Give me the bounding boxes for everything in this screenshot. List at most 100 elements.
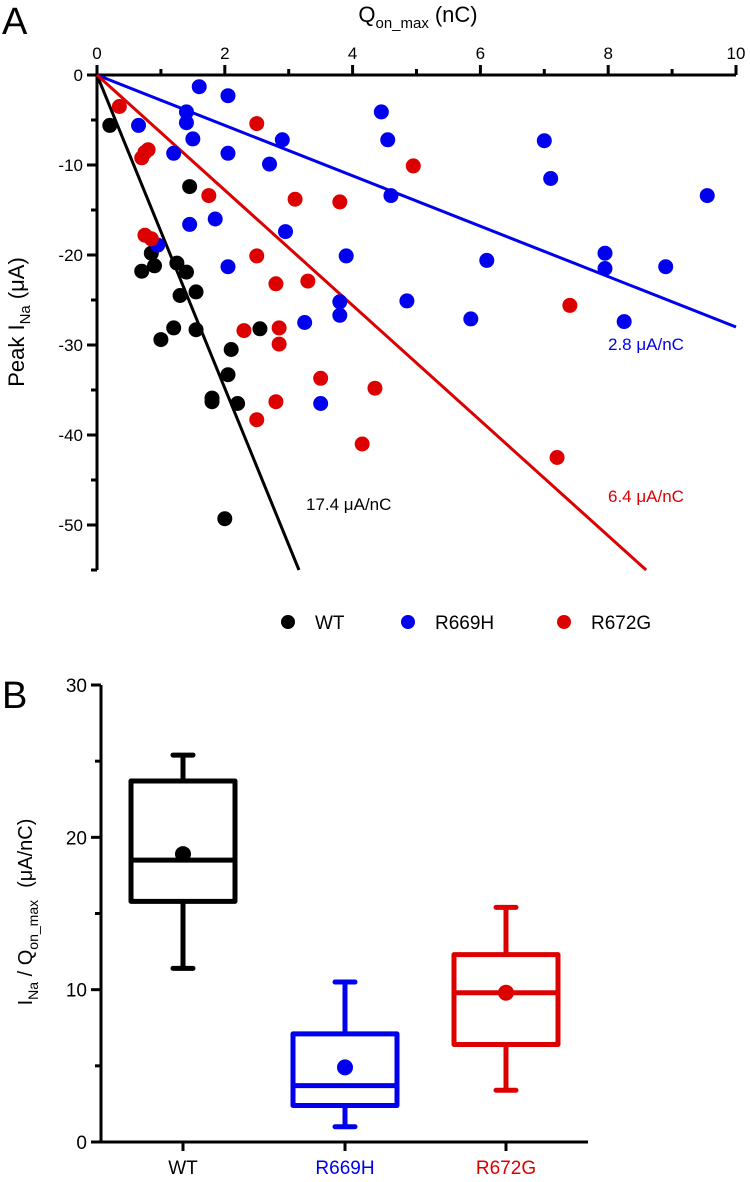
data-point-r672g bbox=[249, 116, 265, 132]
data-point-wt bbox=[134, 263, 150, 279]
mean-marker bbox=[498, 984, 514, 1001]
y-tick-label: -20 bbox=[58, 246, 83, 265]
y-tick-label: -50 bbox=[58, 516, 83, 535]
data-point-r672g bbox=[111, 99, 127, 114]
data-point-r672g bbox=[354, 436, 370, 452]
data-point-r672g bbox=[268, 276, 284, 292]
data-point-r672g bbox=[332, 194, 348, 210]
data-point-r669h bbox=[131, 117, 147, 133]
data-point-r672g bbox=[549, 450, 565, 465]
data-point-r669h bbox=[543, 171, 559, 186]
data-point-wt bbox=[252, 321, 268, 337]
x-tick-label-wt: WT bbox=[168, 1158, 198, 1179]
y-tick-label-b: 0 bbox=[76, 1133, 87, 1154]
data-points bbox=[102, 79, 715, 527]
data-point-r669h bbox=[297, 315, 313, 330]
data-point-r672g bbox=[405, 158, 421, 174]
data-point-r672g bbox=[249, 412, 265, 428]
y-tick-label: 0 bbox=[74, 66, 83, 85]
data-point-r672g bbox=[143, 231, 159, 247]
x-axis-title-unit: (nC) bbox=[435, 2, 478, 27]
legend-label-r669h: R669H bbox=[435, 613, 494, 634]
data-point-r669h bbox=[313, 396, 329, 411]
panel-a-label: A bbox=[2, 1, 28, 43]
legend-marker-r669h bbox=[401, 615, 415, 629]
x-axis-title-main: Q bbox=[358, 2, 375, 27]
legend-item-wt: WT bbox=[281, 613, 345, 634]
data-point-wt bbox=[172, 288, 188, 303]
y-tick-label-b: 20 bbox=[66, 828, 87, 849]
y-axis-title-main: Peak I bbox=[4, 324, 29, 386]
data-point-wt bbox=[217, 511, 233, 527]
fit-line-r669h bbox=[96, 73, 737, 329]
data-point-r672g bbox=[201, 188, 217, 204]
y-tick-label-b: 30 bbox=[66, 676, 87, 697]
data-point-wt bbox=[223, 342, 239, 357]
y-axis-title-sub: Na bbox=[17, 305, 34, 325]
box-iqr bbox=[451, 952, 561, 1048]
y-tick-label: -40 bbox=[58, 426, 83, 445]
y-tick-label-b: 10 bbox=[66, 981, 87, 1002]
y-axis-title-b-na: Na bbox=[25, 982, 41, 1000]
data-point-r669h bbox=[373, 104, 389, 120]
fit-label-wt: 17.4 μA/nC bbox=[306, 495, 391, 514]
legend: WT R669H R672G bbox=[281, 613, 651, 634]
data-point-r669h bbox=[332, 294, 348, 310]
data-point-wt bbox=[230, 396, 246, 411]
data-point-r672g bbox=[236, 323, 252, 339]
y-axis-title-b-onmax: on_max bbox=[25, 900, 41, 950]
fit-line-r672g bbox=[95, 73, 648, 572]
data-point-wt bbox=[147, 258, 163, 274]
data-point-r672g bbox=[271, 320, 287, 336]
y-axis-title-b-q: / Q bbox=[15, 950, 37, 982]
legend-label-wt: WT bbox=[315, 613, 345, 634]
axes: 0 2 4 6 8 10 0 -10 -20 -30 -40 -50 bbox=[58, 44, 746, 572]
x-tick-label: 8 bbox=[603, 44, 612, 63]
data-point-wt bbox=[102, 117, 118, 133]
legend-marker-wt bbox=[281, 615, 295, 629]
data-point-r669h bbox=[383, 188, 399, 204]
y-tick-label: -30 bbox=[58, 336, 83, 355]
y-tick-label: -10 bbox=[58, 156, 83, 175]
box-r672g bbox=[451, 904, 561, 1093]
data-point-r669h bbox=[274, 132, 290, 148]
data-point-wt bbox=[166, 320, 182, 336]
legend-label-r672g: R672G bbox=[591, 613, 651, 634]
data-point-r669h bbox=[262, 156, 278, 172]
data-point-r669h bbox=[191, 79, 207, 95]
data-point-r672g bbox=[271, 336, 287, 352]
data-point-r669h bbox=[278, 224, 294, 240]
panel-a: A Qon_max (nC) Peak INa (μA) 0 2 4 6 8 10 0 -10 -2… bbox=[2, 1, 745, 634]
x-tick-label: 10 bbox=[727, 44, 746, 63]
data-point-r669h bbox=[399, 293, 415, 309]
data-point-r669h bbox=[178, 104, 194, 120]
x-tick-label: 6 bbox=[476, 44, 485, 63]
x-tick-label: 0 bbox=[92, 44, 101, 63]
data-point-r669h bbox=[332, 307, 348, 323]
data-point-r669h bbox=[463, 311, 479, 327]
fit-label-r672g: 6.4 μA/nC bbox=[608, 487, 684, 506]
data-point-r672g bbox=[562, 297, 578, 313]
data-point-r669h bbox=[338, 248, 354, 264]
data-point-wt bbox=[153, 332, 169, 348]
box-r669h bbox=[290, 979, 400, 1130]
x-tick-label-r672g: R672G bbox=[476, 1158, 536, 1179]
mean-marker bbox=[337, 1059, 353, 1076]
data-point-r669h bbox=[185, 131, 201, 147]
box-iqr bbox=[290, 1031, 400, 1108]
data-point-r669h bbox=[178, 115, 194, 131]
data-point-r669h bbox=[658, 259, 674, 275]
box-wt bbox=[128, 752, 238, 971]
data-point-r669h bbox=[380, 132, 396, 148]
data-point-wt bbox=[169, 255, 185, 271]
data-point-r669h bbox=[536, 133, 552, 149]
box-iqr bbox=[128, 778, 238, 904]
data-point-r669h bbox=[597, 261, 613, 276]
data-point-r672g bbox=[300, 273, 316, 289]
legend-marker-r672g bbox=[557, 615, 571, 629]
data-point-r672g bbox=[287, 191, 303, 207]
data-point-r672g bbox=[249, 248, 265, 264]
data-point-r669h bbox=[182, 216, 198, 232]
data-point-r669h bbox=[597, 245, 613, 261]
data-point-r669h bbox=[479, 252, 495, 268]
